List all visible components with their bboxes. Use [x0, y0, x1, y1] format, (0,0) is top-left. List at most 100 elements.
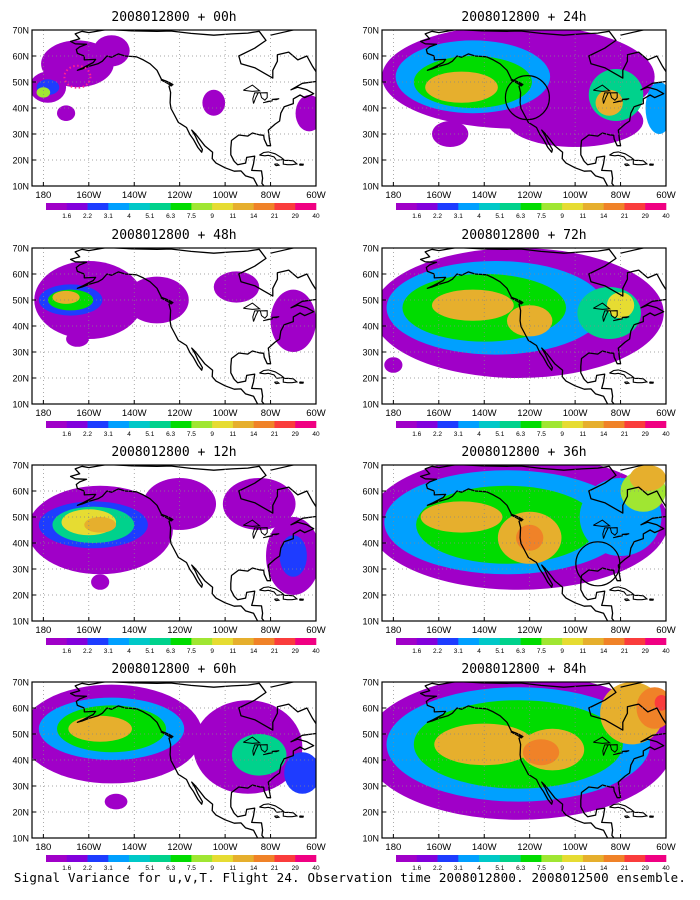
lon-tick-label: 100W — [213, 190, 238, 201]
colorbar-swatch — [170, 638, 192, 645]
colorbar-swatch — [191, 421, 213, 428]
colorbar-swatch — [149, 638, 171, 645]
colorbar-swatch — [520, 638, 542, 645]
colorbar-label: 21 — [271, 431, 279, 438]
colorbar-swatch — [191, 203, 213, 210]
panel-title: 2008012800 + 12h — [111, 445, 236, 460]
coastline — [69, 248, 316, 404]
colorbar-swatch — [295, 203, 317, 210]
colorbar-label: 29 — [292, 648, 300, 655]
colorbar-swatch — [232, 203, 254, 210]
colorbar-swatch — [437, 203, 459, 210]
colorbar-label: 5.1 — [495, 431, 504, 438]
lat-lon-grid — [382, 682, 666, 838]
colorbar-swatch — [274, 638, 296, 645]
colorbar-swatch — [46, 855, 68, 862]
lon-tick-label: 60W — [306, 408, 326, 419]
colorbar-label: 29 — [642, 431, 650, 438]
lon-tick-label: 160W — [76, 408, 101, 419]
colorbar-swatch — [479, 638, 501, 645]
colorbar-label: 40 — [312, 865, 320, 872]
colorbar-label: 11 — [580, 213, 587, 220]
colorbar-swatch — [295, 638, 317, 645]
lat-lon-grid — [32, 682, 316, 838]
lat-tick-label: 10N — [12, 617, 29, 627]
lat-tick-label: 20N — [12, 374, 29, 384]
colorbar-label: 14 — [600, 431, 608, 438]
lon-tick-label: 160W — [426, 625, 451, 636]
variance-field — [382, 30, 666, 186]
panel-title: 2008012800 + 60h — [111, 662, 236, 677]
colorbar-label: 4 — [127, 213, 131, 220]
colorbar-label: 5.1 — [495, 648, 504, 655]
colorbar-swatch — [274, 855, 296, 862]
lon-tick-label: 180 — [35, 625, 51, 636]
colorbar-swatch — [191, 855, 213, 862]
colorbar-label: 29 — [292, 865, 300, 872]
colorbar-label: 3.1 — [454, 213, 463, 220]
colorbar-label: 11 — [230, 865, 237, 872]
map-panel: 2008012800 + 00h 10N 20N 30N 40N 50N 60N 70N 180… — [12, 10, 325, 220]
variance-field — [382, 465, 666, 621]
lat-tick-label: 20N — [362, 808, 379, 818]
colorbar-label: 21 — [621, 865, 629, 872]
colorbar-label: 11 — [580, 648, 587, 655]
lat-tick-label: 30N — [362, 565, 379, 575]
colorbar-label: 29 — [292, 431, 300, 438]
colorbar-label: 6.3 — [166, 648, 175, 655]
colorbar-swatch — [253, 638, 275, 645]
colorbar-label: 2.2 — [433, 431, 442, 438]
colorbar-swatch — [212, 855, 234, 862]
map-panel: 2008012800 + 48h 10N 20N 30N 40N 50N 60N 70N 180… — [12, 228, 326, 438]
colorbar-label: 11 — [230, 431, 237, 438]
colorbar-swatch — [170, 203, 192, 210]
lat-tick-label: 40N — [12, 756, 29, 766]
colorbar-label: 3.1 — [454, 431, 463, 438]
colorbar-swatch — [458, 638, 480, 645]
lat-tick-label: 10N — [12, 834, 29, 844]
map-panel: 2008012800 + 60h 10N 20N 30N 40N 50N 60N 70N 180… — [12, 662, 325, 872]
lon-tick-label: 140W — [122, 190, 147, 201]
colorbar-swatch — [416, 203, 438, 210]
colorbar-label: 5.1 — [145, 648, 154, 655]
lat-lon-grid — [382, 30, 666, 186]
lat-tick-label: 30N — [12, 565, 29, 575]
colorbar-swatch — [499, 638, 521, 645]
colorbar-label: 40 — [312, 431, 320, 438]
coastline — [419, 248, 666, 404]
colorbar-label: 2.2 — [83, 213, 92, 220]
colorbar-label: 1.6 — [62, 648, 71, 655]
colorbar-swatch — [191, 638, 213, 645]
colorbar-label: 11 — [580, 431, 587, 438]
map-panel: 2008012800 + 36h 10N 20N 30N 40N 50N 60N 70N 180… — [362, 445, 675, 655]
variance-field — [382, 682, 666, 838]
colorbar-label: 14 — [250, 648, 258, 655]
lon-tick-label: 140W — [472, 625, 497, 636]
colorbar-swatch — [541, 638, 563, 645]
colorbar-swatch — [66, 638, 88, 645]
lon-tick-label: 100W — [563, 190, 588, 201]
lon-tick-label: 140W — [472, 190, 497, 201]
colorbar-label: 6.3 — [516, 648, 525, 655]
colorbar-label: 9 — [210, 865, 214, 872]
colorbar-swatch — [396, 855, 418, 862]
lat-tick-label: 70N — [12, 26, 29, 36]
colorbar-label: 14 — [250, 213, 258, 220]
colorbar-label: 40 — [312, 213, 320, 220]
lat-tick-label: 20N — [12, 591, 29, 601]
colorbar-label: 29 — [642, 865, 650, 872]
colorbar-label: 40 — [662, 865, 670, 872]
lon-tick-label: 80W — [611, 842, 631, 853]
colorbar-swatch — [129, 855, 151, 862]
colorbar-label: 9 — [560, 213, 564, 220]
colorbar-swatch — [416, 855, 438, 862]
lon-tick-label: 100W — [563, 842, 588, 853]
colorbar-label: 3.1 — [454, 648, 463, 655]
lat-tick-label: 70N — [362, 678, 379, 688]
colorbar-swatch — [129, 421, 151, 428]
lon-tick-label: 80W — [261, 625, 281, 636]
colorbar-label: 5.1 — [145, 431, 154, 438]
colorbar-label: 1.6 — [62, 865, 71, 872]
colorbar-label: 14 — [600, 865, 608, 872]
colorbar-swatch — [87, 855, 109, 862]
